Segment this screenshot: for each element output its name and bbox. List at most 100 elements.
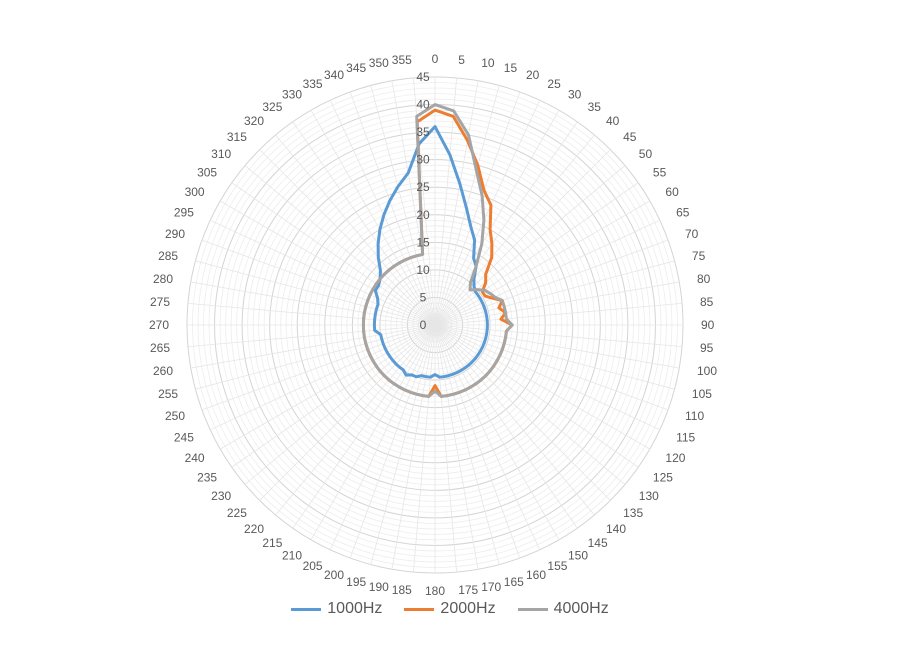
angle-tick-label: 80 [697,272,711,286]
polar-chart: 0 5 10 15 2025303540455055606570758085909510… [149,52,717,598]
radial-tick-label: 15 [416,235,430,249]
grid-spoke [329,100,436,326]
angle-tick-label: 35 [588,100,602,114]
angle-tick-label: 340 [324,68,344,82]
angle-tick-label: 70 [685,227,699,241]
grid-spoke [434,324,660,431]
angle-tick-label: 40 [606,114,620,128]
legend-label: 2000Hz [440,600,496,617]
grid-spoke [275,134,436,326]
angle-tick-label: 50 [639,147,653,161]
angle-tick-label: 20 [526,68,540,82]
angle-tick-label: 60 [665,185,679,199]
angle-tick-label: 225 [227,506,247,520]
radial-tick-label: 10 [416,263,430,277]
radial-tick-label: 45 [416,70,430,84]
legend-swatch [404,607,435,611]
angle-tick-label: 185 [392,583,412,597]
grid-spoke [231,324,436,468]
angle-tick-label: 290 [165,227,185,241]
angle-tick-label: 145 [588,536,608,550]
angle-tick-label: 100 [697,364,717,378]
angle-tick-label: 310 [211,147,231,161]
angle-tick-label: 110 [685,409,704,423]
angle-tick-label: 325 [262,100,282,114]
grid-spoke [434,110,560,326]
grid-spoke [190,281,436,326]
angle-tick-label: 45 [623,130,637,144]
angle-tick-label: 350 [369,56,389,70]
legend-swatch [517,607,548,611]
angle-tick-label: 130 [639,489,659,503]
grid-spoke [434,100,541,326]
angle-tick-label: 285 [158,249,178,263]
polar-grid [186,76,684,574]
angle-tick-label: 105 [692,387,712,401]
series-line-1000hz [372,125,489,379]
angle-tick-label: 55 [653,165,667,179]
grid-spoke [434,219,660,326]
grid-spoke [434,239,669,326]
grid-spoke [349,324,436,559]
grid-spoke [210,219,436,326]
grid-spoke [244,165,436,326]
grid-spoke [187,302,436,326]
legend-label: 4000Hz [553,600,609,617]
grid-spoke [434,324,541,550]
grid-spoke [434,324,521,559]
grid-spoke [349,91,436,326]
grid-spoke [195,260,436,326]
angle-tick-label: 345 [346,61,366,75]
angle-tick-label: 240 [185,451,205,465]
angle-tick-label: 135 [623,506,643,520]
angle-tick-label: 315 [227,130,247,144]
legend-label: 1000Hz [327,600,383,617]
series-line-4000hz [361,103,514,398]
angle-tick-label: 320 [244,114,264,128]
grid-spoke [434,165,626,326]
grid-spoke [195,324,436,390]
grid-spoke [391,80,436,326]
angle-tick-label: 205 [303,559,323,573]
angle-tick-label: 235 [197,471,217,485]
radial-tick-label: 30 [416,153,430,167]
legend-item-2000hz[interactable]: 2000Hz [404,600,496,618]
grid-spoke [310,324,436,540]
angle-tick-label: 260 [153,364,173,378]
angle-tick-label: 160 [526,568,546,582]
grid-spoke [259,149,436,326]
angle-tick-label: 270 [149,318,169,332]
angle-tick-label: 275 [150,295,170,309]
grid-spoke [187,324,436,348]
legend-item-4000hz[interactable]: 4000Hz [517,600,609,618]
radial-tick-label: 0 [420,318,427,332]
grid-spoke [434,324,639,468]
grid-spoke [210,324,436,431]
angle-tick-label: 5 [458,53,465,67]
grid-spoke [370,85,436,326]
grid-spoke [310,110,436,326]
angle-tick-label: 255 [158,387,178,401]
grid-spoke [434,324,560,540]
grid-spoke [329,324,436,550]
angle-tick-label: 165 [504,575,524,589]
angle-tick-label: 125 [653,471,673,485]
grid-spoke [434,281,680,326]
grid-spoke [201,324,436,411]
grid-spoke [244,324,436,485]
angle-tick-label: 180 [425,584,445,598]
angle-tick-label: 215 [262,536,282,550]
angle-tick-label: 200 [324,568,344,582]
angle-tick-label: 300 [185,185,205,199]
angle-tick-label: 30 [568,88,582,102]
legend-item-1000hz[interactable]: 1000Hz [291,600,382,618]
angle-tick-label: 10 [481,56,495,70]
angle-tick-label: 305 [197,165,217,179]
angle-tick-label: 75 [692,249,706,263]
grid-spoke [434,182,639,326]
grid-spoke [391,324,436,570]
grid-spoke [434,324,479,570]
grid-spoke [370,324,436,565]
angle-tick-label: 95 [700,341,714,355]
angle-tick-label: 140 [606,522,626,536]
